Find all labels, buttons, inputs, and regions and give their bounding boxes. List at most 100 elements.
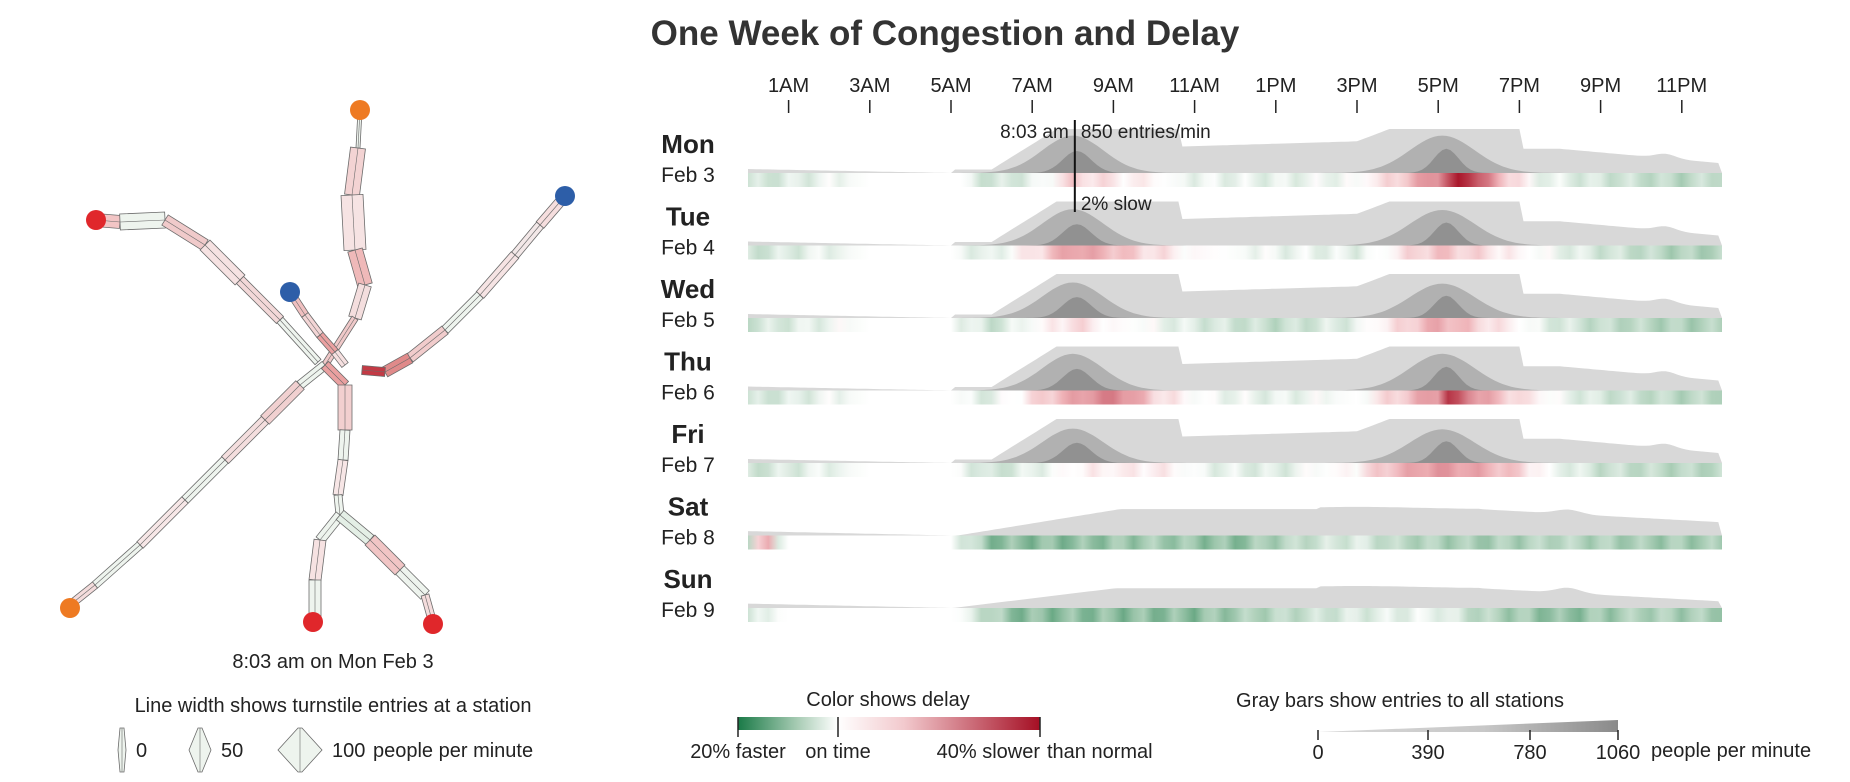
segment-centerline xyxy=(399,569,426,596)
width-legend-value: 50 xyxy=(221,740,243,762)
day-date: Feb 5 xyxy=(661,309,715,332)
segment-centerline xyxy=(324,317,356,366)
time-tick-label: 11AM xyxy=(1169,75,1220,97)
day-row-tue: Tue Feb 4 xyxy=(661,201,1722,260)
segment-centerline xyxy=(94,544,141,586)
segment-centerline xyxy=(337,459,344,496)
entries-area xyxy=(748,419,1722,463)
color-legend-title: Color shows delay xyxy=(806,689,969,711)
chart-title: One Week of Congestion and Delay xyxy=(651,14,1240,53)
time-tick-label: 3AM xyxy=(849,75,890,97)
pm-peak-area xyxy=(748,283,1722,318)
terminal-station-red xyxy=(86,210,106,230)
pm-peak-area xyxy=(748,353,1722,391)
pm-peak-area xyxy=(748,429,1722,463)
terminal-station-blue xyxy=(555,186,575,206)
subway-branch xyxy=(308,511,345,621)
entries-area xyxy=(748,201,1722,246)
time-tick-label: 7AM xyxy=(1012,75,1053,97)
segment-centerline xyxy=(351,194,356,251)
day-row-fri: Fri Feb 7 xyxy=(661,419,1722,477)
entries-area xyxy=(748,274,1722,318)
subway-branch xyxy=(95,211,322,366)
gray-legend-unit: people per minute xyxy=(1651,740,1811,762)
gray-legend-title: Gray bars show entries to all stations xyxy=(1236,690,1564,712)
terminal-station-orange xyxy=(350,100,370,120)
time-tick-label: 9AM xyxy=(1093,75,1134,97)
segment-centerline xyxy=(342,429,346,461)
delay-strip xyxy=(748,318,1722,332)
subway-branch xyxy=(320,360,353,516)
subway-branch xyxy=(321,109,373,368)
gray-legend-value: 0 xyxy=(1312,742,1323,764)
segment-centerline xyxy=(319,334,336,353)
gray-legend-value: 1060 xyxy=(1596,742,1641,764)
segment-centerline xyxy=(361,369,386,373)
day-date: Feb 6 xyxy=(661,382,715,405)
segment-centerline xyxy=(164,219,206,246)
time-tick-label: 5PM xyxy=(1418,75,1459,97)
pm-peak-area xyxy=(748,135,1722,173)
day-row-mon: Mon Feb 3 xyxy=(661,129,1722,187)
delay-legend-suffix: than normal xyxy=(1047,741,1153,763)
segment-centerline xyxy=(514,224,541,256)
delay-legend-center: on time xyxy=(805,741,871,763)
day-name: Thu xyxy=(664,347,712,377)
pm-peak-area xyxy=(748,210,1722,246)
entries-area xyxy=(748,346,1722,391)
delay-strip xyxy=(748,390,1722,405)
segment-centerline xyxy=(299,364,326,386)
terminal-station-red xyxy=(303,612,323,632)
day-name: Fri xyxy=(671,419,704,449)
terminal-station-orange xyxy=(60,598,80,618)
delay-strip xyxy=(748,608,1722,622)
segment-centerline xyxy=(384,357,411,373)
time-cursor[interactable]: 8:03 am 850 entries/min 2% slow xyxy=(1000,120,1211,215)
segment-centerline xyxy=(369,539,401,571)
time-tick-label: 7PM xyxy=(1499,75,1540,97)
segment-centerline xyxy=(324,364,346,386)
time-tick-label: 1AM xyxy=(768,75,809,97)
terminal-station-red xyxy=(423,614,443,634)
day-rows: Mon Feb 3 Tue Feb 4 Wed Feb 5 Thu Feb 6 Fri Feb 7… xyxy=(661,129,1722,622)
day-date: Feb 7 xyxy=(661,454,715,477)
segment-centerline xyxy=(354,284,366,319)
segment-centerline xyxy=(119,219,166,223)
cursor-entries-label: 850 entries/min xyxy=(1081,122,1211,143)
segment-centerline xyxy=(239,279,281,321)
segment-centerline xyxy=(279,319,319,363)
width-legend-unit: people per minute xyxy=(373,740,533,762)
segment-centerline xyxy=(354,249,366,286)
subway-map xyxy=(60,100,575,634)
segment-centerline xyxy=(479,254,516,296)
time-tick-label: 1PM xyxy=(1255,75,1296,97)
segment-centerline xyxy=(339,514,371,541)
delay-legend-left: 20% faster xyxy=(690,741,786,763)
segment-centerline xyxy=(444,294,481,331)
day-name: Tue xyxy=(666,202,710,232)
entries-area xyxy=(748,586,1722,608)
day-date: Feb 8 xyxy=(661,527,715,550)
segment-centerline xyxy=(351,147,359,196)
segment-centerline xyxy=(224,419,266,461)
cursor-time-label: 8:03 am xyxy=(1000,122,1069,143)
subway-branch xyxy=(361,192,570,378)
width-legend-title: Line width shows turnstile entries at a … xyxy=(135,695,532,717)
width-legend-value: 100 xyxy=(332,740,365,762)
width-legend-value: 0 xyxy=(136,740,147,762)
cursor-delay-label: 2% slow xyxy=(1081,194,1152,215)
subway-branch xyxy=(66,360,329,609)
map-caption: 8:03 am on Mon Feb 3 xyxy=(232,651,433,673)
gray-scale-wedge xyxy=(1318,720,1618,732)
delay-strip xyxy=(748,245,1722,260)
day-date: Feb 3 xyxy=(661,164,715,187)
day-name: Sun xyxy=(663,564,712,594)
time-tick-label: 3PM xyxy=(1336,75,1377,97)
delay-strip xyxy=(748,535,1722,550)
segment-centerline xyxy=(334,351,346,366)
day-row-sat: Sat Feb 8 xyxy=(661,492,1722,550)
delay-strip xyxy=(748,173,1722,187)
time-tick-label: 11PM xyxy=(1656,75,1707,97)
day-name: Sat xyxy=(668,492,709,522)
segment-centerline xyxy=(314,539,321,581)
